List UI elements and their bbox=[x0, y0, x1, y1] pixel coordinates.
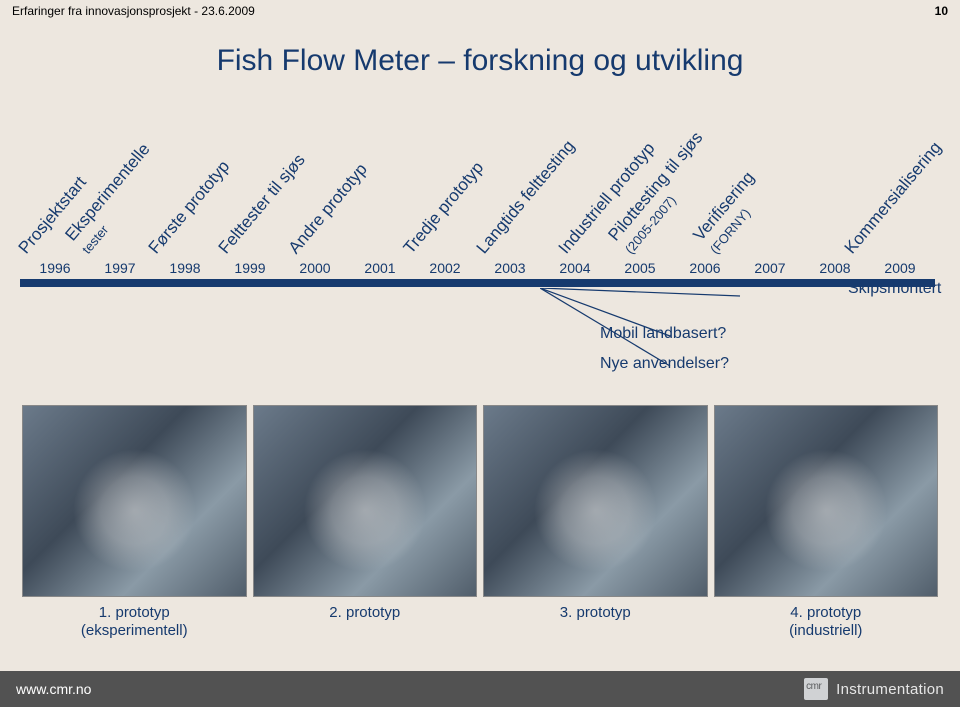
photo-caption: 2. prototyp bbox=[253, 604, 478, 640]
timeline-year: 1999 bbox=[219, 260, 281, 276]
timeline-year: 2008 bbox=[804, 260, 866, 276]
timeline-bar bbox=[20, 279, 935, 287]
timeline-year: 2001 bbox=[349, 260, 411, 276]
photo-caption: 4. prototyp(industriell) bbox=[714, 604, 939, 640]
cmr-logo-icon bbox=[804, 678, 828, 700]
footer: www.cmr.no Instrumentation bbox=[0, 671, 960, 707]
timeline-year: 2009 bbox=[869, 260, 931, 276]
timeline-year: 2003 bbox=[479, 260, 541, 276]
timeline-year: 2002 bbox=[414, 260, 476, 276]
milestones-container: ProsjektstartEksperimentelletesterFørste… bbox=[20, 98, 935, 258]
photo-3 bbox=[483, 405, 708, 597]
timeline: 1996199719981999200020012002200320042005… bbox=[20, 260, 935, 287]
photo-row bbox=[22, 405, 938, 597]
annot-skipsmontert: Skipsmontert bbox=[848, 280, 941, 298]
photo-2 bbox=[253, 405, 478, 597]
timeline-year: 1998 bbox=[154, 260, 216, 276]
photo-caption: 3. prototyp bbox=[483, 604, 708, 640]
photo-caption: 1. prototyp(eksperimentell) bbox=[22, 604, 247, 640]
timeline-year: 2006 bbox=[674, 260, 736, 276]
header-left: Erfaringer fra innovasjonsprosjekt - 23.… bbox=[12, 4, 255, 18]
footer-url: www.cmr.no bbox=[16, 681, 91, 697]
timeline-year: 2005 bbox=[609, 260, 671, 276]
timeline-year: 2004 bbox=[544, 260, 606, 276]
timeline-year: 2007 bbox=[739, 260, 801, 276]
photo-1 bbox=[22, 405, 247, 597]
milestone-label: Kommersialisering bbox=[841, 138, 946, 258]
page-title: Fish Flow Meter – forskning og utvikling bbox=[0, 44, 960, 78]
funnel-lines bbox=[540, 288, 770, 398]
timeline-year: 1996 bbox=[24, 260, 86, 276]
footer-brand: Instrumentation bbox=[836, 681, 944, 698]
timeline-year: 2000 bbox=[284, 260, 346, 276]
captions-row: 1. prototyp(eksperimentell)2. prototyp3.… bbox=[22, 604, 938, 640]
photo-4 bbox=[714, 405, 939, 597]
milestone-label: Verifisering(FORNY) bbox=[689, 168, 774, 258]
timeline-year: 1997 bbox=[89, 260, 151, 276]
footer-logo: Instrumentation bbox=[804, 678, 944, 700]
timeline-years: 1996199719981999200020012002200320042005… bbox=[20, 260, 935, 276]
page-number: 10 bbox=[935, 4, 948, 18]
